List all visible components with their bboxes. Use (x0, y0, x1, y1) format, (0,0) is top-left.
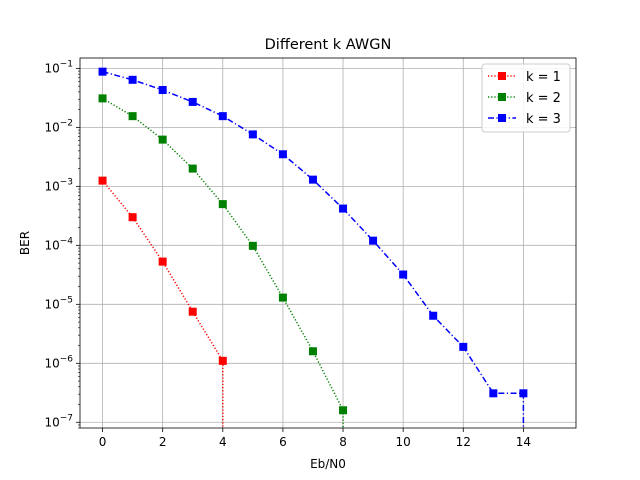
data-point (98, 67, 107, 76)
x-tick-label: 2 (159, 435, 167, 449)
data-point (339, 204, 348, 213)
plot-frame (79, 57, 577, 429)
data-point (188, 307, 197, 316)
data-point (218, 356, 227, 365)
data-point (399, 270, 408, 279)
x-tick-label: 6 (279, 435, 287, 449)
series-line-3 (102, 70, 525, 428)
data-point (489, 389, 498, 398)
data-point (278, 293, 287, 302)
x-tick-label: 4 (219, 435, 227, 449)
data-point (218, 200, 227, 209)
data-point (98, 94, 107, 103)
legend-marker (498, 93, 506, 101)
x-tick-label: 14 (516, 435, 531, 449)
data-point (158, 257, 167, 266)
legend-label: k = 2 (526, 91, 561, 106)
legend-marker (498, 72, 506, 80)
legend: k = 1 k = 2 k = 3 (481, 63, 571, 133)
legend-label: k = 3 (526, 112, 561, 127)
data-point (128, 75, 137, 84)
data-point (218, 112, 227, 121)
x-tick-label: 12 (456, 435, 471, 449)
y-axis-label: BER (18, 231, 32, 255)
x-tick-label: 0 (99, 435, 107, 449)
data-point (459, 342, 468, 351)
x-tick-label: 10 (396, 435, 411, 449)
x-axis-label: Eb/N0 (310, 457, 346, 471)
data-point (339, 406, 348, 415)
series-layer (98, 67, 528, 428)
legend-marker (498, 114, 506, 122)
data-point (308, 347, 317, 356)
data-point (278, 150, 287, 159)
data-point (429, 311, 438, 320)
x-tick-label: 8 (339, 435, 347, 449)
chart-title: Different k AWGN (265, 37, 392, 53)
data-point (98, 176, 107, 185)
data-point (188, 164, 197, 173)
data-point (308, 175, 317, 184)
data-point (128, 213, 137, 222)
data-point (369, 236, 378, 245)
data-point (128, 112, 137, 121)
data-point (248, 130, 257, 139)
data-point (519, 389, 528, 398)
data-point (248, 241, 257, 250)
data-point (158, 135, 167, 144)
data-point (188, 97, 197, 106)
data-point (158, 86, 167, 95)
legend-label: k = 1 (526, 70, 561, 85)
series-line-1 (101, 180, 224, 428)
